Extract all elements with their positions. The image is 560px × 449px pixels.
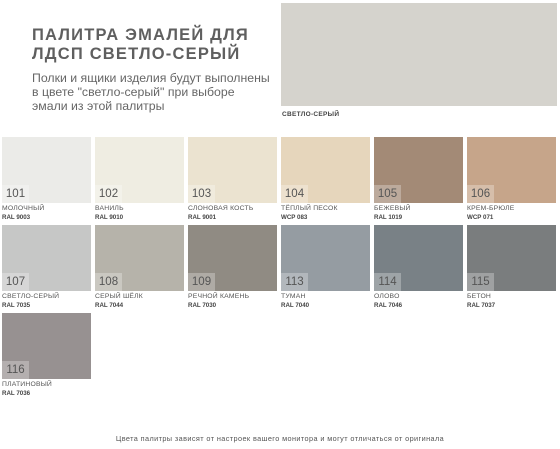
color-swatch-115[interactable]: 115 <box>467 225 556 291</box>
color-swatch-102[interactable]: 102 <box>95 137 184 203</box>
swatch-ral-code: RAL 9001 <box>188 214 217 221</box>
swatch-code: 113 <box>281 273 308 291</box>
swatch-name: РЕЧНОЙ КАМЕНЬ <box>188 293 250 300</box>
page-title: ПАЛИТРА ЭМАЛЕЙ ДЛЯ ЛДСП СВЕТЛО-СЕРЫЙ <box>32 26 249 63</box>
color-swatch-104[interactable]: 104 <box>281 137 370 203</box>
swatch-ral-code: RAL 7037 <box>467 302 496 309</box>
swatch-code: 109 <box>188 273 215 291</box>
swatch-code: 104 <box>281 185 308 203</box>
swatch-ral-code: RAL 9003 <box>2 214 31 221</box>
swatch-code: 114 <box>374 273 401 291</box>
swatch-code: 106 <box>467 185 494 203</box>
swatch-ral-code: WCP 083 <box>281 214 308 221</box>
swatch-code: 105 <box>374 185 401 203</box>
swatch-ral-code: RAL 9010 <box>95 214 124 221</box>
swatch-ral-code: RAL 7030 <box>188 302 217 309</box>
swatch-code: 102 <box>95 185 122 203</box>
swatch-ral-code: RAL 7036 <box>2 390 31 397</box>
swatch-ral-code: RAL 7040 <box>281 302 310 309</box>
color-swatch-113[interactable]: 113 <box>281 225 370 291</box>
footnote: Цвета палитры зависят от настроек вашего… <box>115 434 445 443</box>
swatch-name: ПЛАТИНОВЫЙ <box>2 381 53 388</box>
swatch-name: СЕРЫЙ ШЁЛК <box>95 293 143 300</box>
swatch-ral-code: WCP 071 <box>467 214 494 221</box>
swatch-ral-code: RAL 7046 <box>374 302 403 309</box>
color-swatch-105[interactable]: 105 <box>374 137 463 203</box>
color-swatch-116[interactable]: 116 <box>2 313 91 379</box>
swatch-name: ТУМАН <box>281 293 306 300</box>
swatch-name: ВАНИЛЬ <box>95 205 124 212</box>
swatch-ral-code: RAL 7035 <box>2 302 31 309</box>
swatch-name: МОЛОЧНЫЙ <box>2 205 45 212</box>
swatch-name: БЕТОН <box>467 293 492 300</box>
color-swatch-108[interactable]: 108 <box>95 225 184 291</box>
swatch-name: КРЕМ-БРЮЛЕ <box>467 205 515 212</box>
swatch-code: 107 <box>2 273 29 291</box>
swatch-ral-code: RAL 7044 <box>95 302 124 309</box>
swatch-name: ОЛОВО <box>374 293 400 300</box>
color-swatch-107[interactable]: 107 <box>2 225 91 291</box>
color-swatch-103[interactable]: 103 <box>188 137 277 203</box>
swatch-name: СВЕТЛО-СЕРЫЙ <box>2 293 60 300</box>
swatch-code: 103 <box>188 185 215 203</box>
color-swatch-114[interactable]: 114 <box>374 225 463 291</box>
color-swatch-101[interactable]: 101 <box>2 137 91 203</box>
swatch-ral-code: RAL 1019 <box>374 214 403 221</box>
swatch-name: БЕЖЕВЫЙ <box>374 205 411 212</box>
color-swatch-106[interactable]: 106 <box>467 137 556 203</box>
swatch-code: 115 <box>467 273 494 291</box>
swatch-code: 101 <box>2 185 29 203</box>
selected-color-label: СВЕТЛО-СЕРЫЙ <box>282 111 340 118</box>
page-subtitle: Полки и ящики изделия будут выполнены в … <box>32 71 270 113</box>
selected-color-preview <box>281 3 557 106</box>
swatch-code: 108 <box>95 273 122 291</box>
swatch-name: ТЁПЛЫЙ ПЕСОК <box>281 205 338 212</box>
swatch-code: 116 <box>2 361 29 379</box>
color-swatch-109[interactable]: 109 <box>188 225 277 291</box>
swatch-name: СЛОНОВАЯ КОСТЬ <box>188 205 254 212</box>
